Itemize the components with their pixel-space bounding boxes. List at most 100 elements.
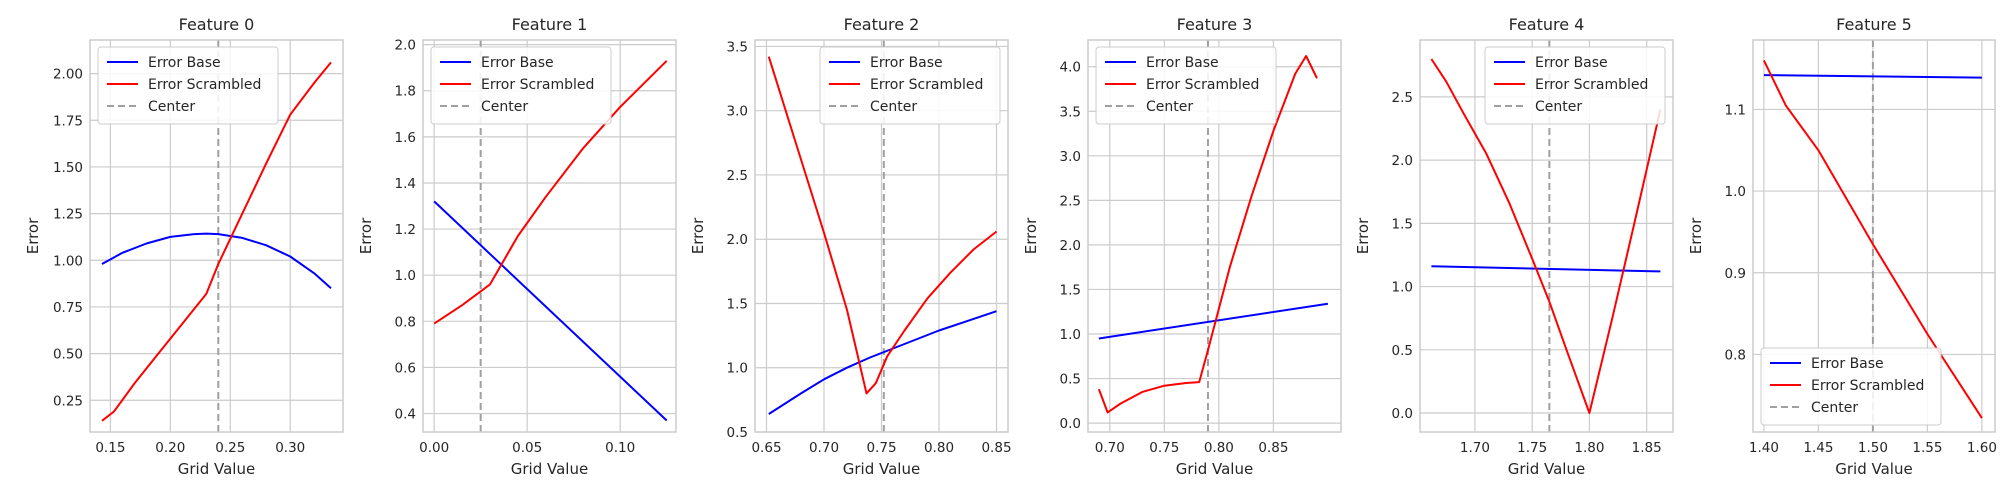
series-line-error-scrambled <box>433 60 668 325</box>
legend-entry: Error Base <box>481 55 554 71</box>
y-tick-label: 2.0 <box>1392 153 1413 169</box>
x-tick-label: 1.80 <box>1574 440 1604 456</box>
x-tick-label: 0.80 <box>1204 440 1234 456</box>
plot-frame <box>422 39 677 433</box>
chart-title: Feature 1 <box>512 15 588 34</box>
legend-box <box>97 46 279 125</box>
chart-title: Feature 0 <box>179 15 255 34</box>
y-tick-label: 0.25 <box>53 393 83 409</box>
y-tick-label: 0.6 <box>395 360 416 376</box>
x-tick-label: 0.25 <box>215 440 245 456</box>
panel-feature-1: 0.00 0.05 0.10 0.4 0.6 0.8 1.0 1.2 1.4 1.6 1.8 2.0 F… <box>357 15 677 478</box>
series-line-error-base <box>1763 74 1982 79</box>
x-axis-label: Grid Value <box>1835 460 1912 478</box>
y-tick-label: 1.5 <box>1392 216 1413 232</box>
y-tick-label: 1.0 <box>1060 327 1081 343</box>
legend-entry: Center <box>481 99 528 115</box>
series-line-error-scrambled <box>767 56 998 395</box>
panel-feature-2: 0.65 0.70 0.75 0.80 0.85 0.5 1.0 1.5 2.0 2.5 3.0 3.… <box>689 15 1012 478</box>
x-tick-label: 1.55 <box>1912 440 1942 456</box>
y-tick-label: 1.4 <box>395 176 416 192</box>
chart-title: Feature 3 <box>1177 15 1253 34</box>
y-tick-label: 0.9 <box>1725 266 1746 282</box>
plot-frame <box>89 39 344 433</box>
y-tick-label: 1.0 <box>1725 184 1746 200</box>
plot-frame <box>754 39 1009 433</box>
x-tick-label: 0.80 <box>924 440 954 456</box>
x-axis-label: Grid Value <box>1508 460 1585 478</box>
legend: Error Base Error Scrambled Center <box>1095 46 1277 125</box>
legend-entry: Error Base <box>148 55 221 71</box>
y-tick-label: 2.5 <box>1392 90 1413 106</box>
legend-entry: Error Scrambled <box>1535 77 1648 93</box>
series-line-error-scrambled <box>1097 55 1318 414</box>
x-tick-label: 0.85 <box>981 440 1011 456</box>
x-tick-label: 1.85 <box>1632 440 1662 456</box>
series-line-error-base <box>1431 265 1661 273</box>
x-tick-label: 0.30 <box>275 440 305 456</box>
y-tick-label: 0.8 <box>395 314 416 330</box>
x-tick-label: 0.75 <box>866 440 896 456</box>
y-tick-label: 1.25 <box>53 207 83 223</box>
x-axis-label: Grid Value <box>178 460 255 478</box>
y-axis-label: Error <box>24 217 42 254</box>
series-line-error-base <box>101 232 332 290</box>
legend-box <box>819 46 1001 125</box>
y-tick-label: 0.0 <box>1060 416 1081 432</box>
y-tick-label: 0.0 <box>1392 406 1413 422</box>
y-tick-label: 2.0 <box>727 232 748 248</box>
legend: Error Base Error Scrambled Center <box>1484 46 1666 125</box>
legend-box <box>1484 46 1666 125</box>
y-tick-label: 2.5 <box>1060 193 1081 209</box>
y-tick-label: 0.5 <box>1060 372 1081 388</box>
legend-entry: Center <box>1811 400 1858 416</box>
y-tick-label: 2.0 <box>1060 238 1081 254</box>
y-tick-label: 1.2 <box>395 222 416 238</box>
x-tick-label: 1.60 <box>1967 440 1997 456</box>
series-line-error-base <box>768 310 997 415</box>
legend: Error Base Error Scrambled Center <box>97 46 279 125</box>
y-tick-label: 1.0 <box>395 268 416 284</box>
x-tick-label: 0.70 <box>809 440 839 456</box>
y-tick-label: 1.1 <box>1725 102 1746 118</box>
x-tick-label: 0.20 <box>155 440 185 456</box>
x-tick-label: 1.45 <box>1803 440 1833 456</box>
y-tick-label: 1.50 <box>53 160 83 176</box>
y-tick-label: 3.0 <box>1060 149 1081 165</box>
x-axis-label: Grid Value <box>511 460 588 478</box>
y-tick-label: 1.0 <box>1392 280 1413 296</box>
legend-box <box>1760 347 1942 426</box>
series-line-error-scrambled <box>1430 58 1662 414</box>
panel-feature-0: 0.15 0.20 0.25 0.30 0.25 0.50 0.75 1.00 1.25 1.50… <box>24 15 344 478</box>
y-axis-label: Error <box>689 217 707 254</box>
chart-title: Feature 5 <box>1836 15 1912 34</box>
series-line-error-base <box>433 200 668 422</box>
legend-entry: Error Base <box>870 55 943 71</box>
legend-entry: Error Base <box>1146 55 1219 71</box>
x-tick-label: 1.40 <box>1749 440 1779 456</box>
legend: Error Base Error Scrambled Center <box>430 46 612 125</box>
y-axis-label: Error <box>357 217 375 254</box>
y-tick-label: 1.75 <box>53 113 83 129</box>
legend-box <box>430 46 612 125</box>
y-tick-label: 0.75 <box>53 300 83 316</box>
panel-feature-5: 1.40 1.45 1.50 1.55 1.60 0.8 0.9 1.0 1.1 Feature … <box>1687 15 1997 478</box>
x-tick-label: 0.05 <box>512 440 542 456</box>
y-tick-label: 3.5 <box>1060 104 1081 120</box>
y-tick-label: 4.0 <box>1060 60 1081 76</box>
y-tick-label: 1.5 <box>1060 282 1081 298</box>
y-tick-label: 1.00 <box>53 253 83 269</box>
legend: Error Base Error Scrambled Center <box>819 46 1001 125</box>
legend-entry: Error Base <box>1811 356 1884 372</box>
x-axis-label: Grid Value <box>843 460 920 478</box>
legend-entry: Center <box>1146 99 1193 115</box>
y-tick-label: 0.8 <box>1725 347 1746 363</box>
legend-entry: Error Scrambled <box>870 77 983 93</box>
chart-title: Feature 2 <box>844 15 920 34</box>
x-tick-label: 0.85 <box>1258 440 1288 456</box>
x-tick-label: 0.70 <box>1095 440 1125 456</box>
x-tick-label: 1.75 <box>1517 440 1547 456</box>
legend: Error Base Error Scrambled Center <box>1760 347 1942 426</box>
legend-entry: Error Scrambled <box>481 77 594 93</box>
